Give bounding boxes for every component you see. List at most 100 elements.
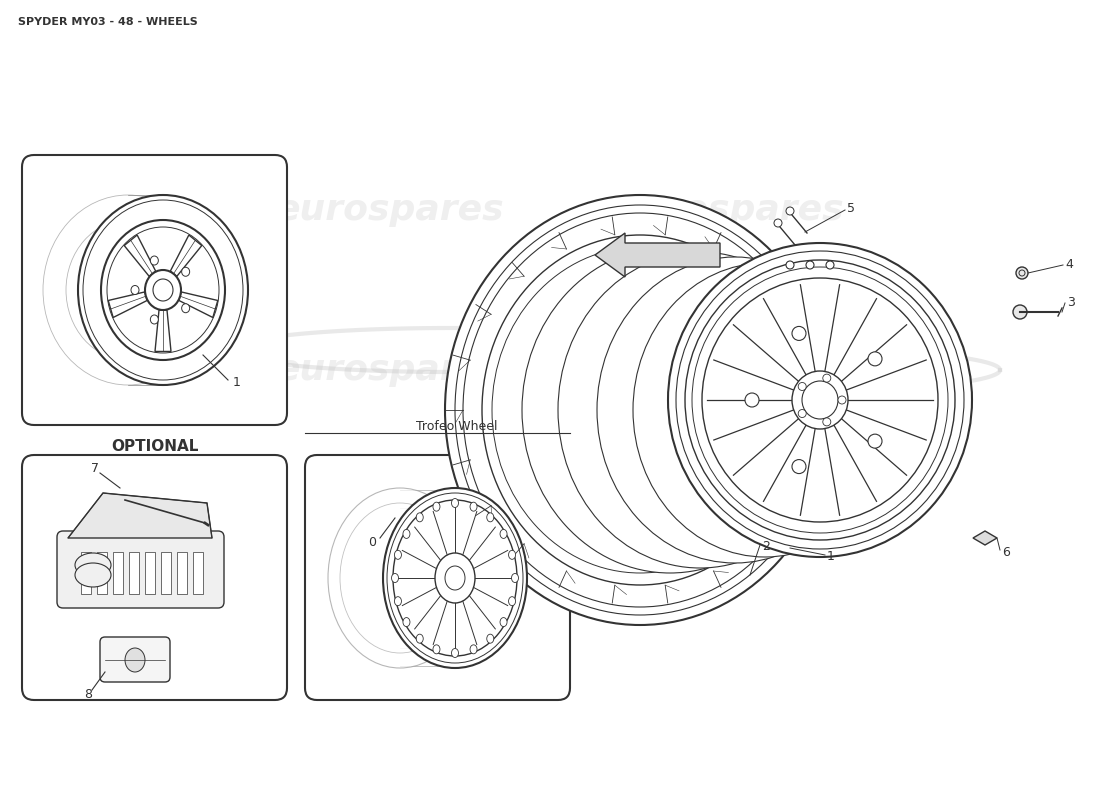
Text: 2: 2 [762, 541, 770, 554]
Ellipse shape [101, 220, 226, 360]
Ellipse shape [395, 550, 402, 559]
Ellipse shape [487, 634, 494, 643]
Ellipse shape [82, 200, 243, 380]
Text: eurospares: eurospares [616, 193, 845, 227]
Ellipse shape [403, 618, 410, 626]
Ellipse shape [393, 500, 517, 656]
Ellipse shape [107, 227, 219, 353]
Ellipse shape [182, 304, 189, 313]
Text: 0: 0 [368, 537, 376, 550]
Ellipse shape [512, 574, 518, 582]
Ellipse shape [153, 279, 173, 301]
FancyBboxPatch shape [22, 155, 287, 425]
FancyBboxPatch shape [22, 455, 287, 700]
Ellipse shape [75, 553, 111, 577]
Ellipse shape [692, 267, 948, 533]
Polygon shape [108, 292, 147, 318]
Ellipse shape [685, 260, 955, 540]
Ellipse shape [838, 396, 846, 404]
Ellipse shape [463, 213, 817, 607]
Ellipse shape [792, 326, 806, 341]
Polygon shape [68, 493, 212, 538]
Bar [113, 552, 123, 594]
Ellipse shape [806, 261, 814, 269]
Polygon shape [124, 235, 156, 276]
Ellipse shape [745, 393, 759, 407]
Ellipse shape [470, 502, 477, 511]
Ellipse shape [487, 513, 494, 522]
Ellipse shape [702, 278, 938, 522]
Ellipse shape [676, 251, 964, 549]
Ellipse shape [597, 257, 873, 563]
Ellipse shape [446, 195, 835, 625]
Text: eurospares: eurospares [276, 353, 504, 387]
Ellipse shape [799, 410, 806, 418]
Text: 6: 6 [1002, 546, 1010, 558]
Ellipse shape [786, 207, 794, 215]
Ellipse shape [340, 503, 460, 653]
Bar [161, 552, 170, 594]
Ellipse shape [508, 550, 516, 559]
Ellipse shape [416, 513, 424, 522]
Text: OPTIONAL: OPTIONAL [111, 439, 198, 454]
Text: 7: 7 [91, 462, 99, 474]
Ellipse shape [492, 247, 788, 573]
Bar [129, 552, 139, 594]
Ellipse shape [823, 374, 830, 382]
Ellipse shape [799, 382, 806, 390]
Bar [97, 552, 107, 594]
Ellipse shape [131, 286, 139, 294]
FancyBboxPatch shape [57, 531, 224, 608]
Text: eurospares: eurospares [616, 353, 845, 387]
Ellipse shape [403, 530, 410, 538]
Ellipse shape [868, 434, 882, 448]
Ellipse shape [182, 267, 189, 276]
Ellipse shape [78, 195, 248, 385]
Ellipse shape [125, 648, 145, 672]
Text: Trofeo Wheel: Trofeo Wheel [416, 420, 497, 433]
Ellipse shape [434, 553, 475, 603]
FancyBboxPatch shape [100, 637, 170, 682]
Ellipse shape [802, 381, 838, 419]
Polygon shape [170, 235, 201, 276]
Ellipse shape [383, 488, 527, 668]
Text: SPYDER MY03 - 48 - WHEELS: SPYDER MY03 - 48 - WHEELS [18, 17, 198, 27]
Ellipse shape [416, 634, 424, 643]
FancyBboxPatch shape [305, 455, 570, 700]
Ellipse shape [632, 263, 896, 557]
Ellipse shape [470, 645, 477, 654]
Ellipse shape [823, 418, 830, 426]
Ellipse shape [433, 502, 440, 511]
Ellipse shape [451, 649, 459, 658]
Polygon shape [155, 310, 170, 351]
Ellipse shape [1016, 267, 1028, 279]
Ellipse shape [433, 645, 440, 654]
Ellipse shape [455, 205, 825, 615]
Ellipse shape [522, 247, 818, 573]
Polygon shape [974, 531, 997, 545]
Ellipse shape [151, 256, 158, 265]
Ellipse shape [500, 618, 507, 626]
Ellipse shape [668, 243, 972, 557]
Bar [81, 552, 91, 594]
Bar [177, 552, 187, 594]
Text: 3: 3 [1067, 297, 1075, 310]
Ellipse shape [868, 352, 882, 366]
Polygon shape [595, 233, 720, 277]
Ellipse shape [826, 261, 834, 269]
Ellipse shape [395, 597, 402, 606]
Ellipse shape [792, 459, 806, 474]
Text: eurospares: eurospares [276, 193, 504, 227]
Ellipse shape [786, 261, 794, 269]
Ellipse shape [508, 597, 516, 606]
Bar [192, 552, 204, 594]
Ellipse shape [451, 498, 459, 507]
Ellipse shape [558, 252, 842, 568]
Ellipse shape [792, 371, 848, 429]
Ellipse shape [145, 270, 182, 310]
Ellipse shape [1013, 305, 1027, 319]
Text: 1: 1 [827, 550, 835, 563]
Ellipse shape [500, 530, 507, 538]
Ellipse shape [151, 315, 158, 324]
Text: 8: 8 [84, 687, 92, 701]
